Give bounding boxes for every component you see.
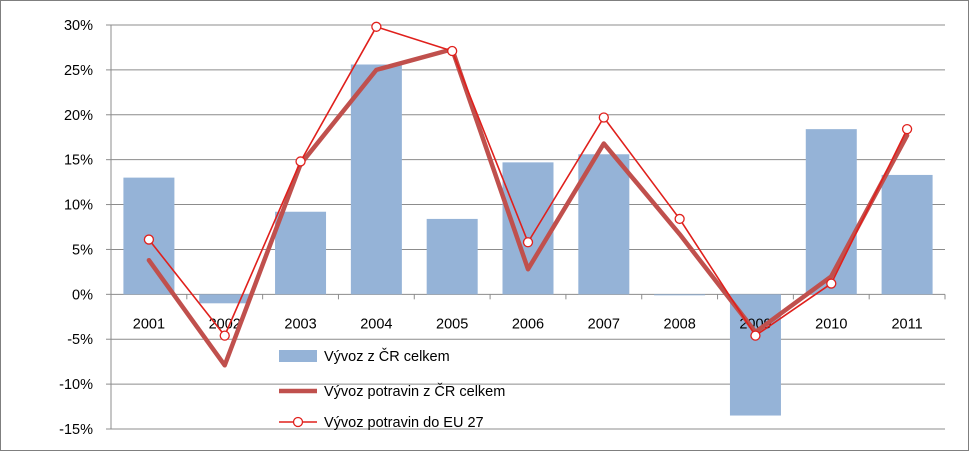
y-tick-label: -5% bbox=[67, 332, 93, 348]
x-tick-label: 2005 bbox=[436, 316, 468, 332]
y-tick-label: -15% bbox=[59, 422, 93, 438]
x-tick-label: 2006 bbox=[512, 316, 544, 332]
data-point-marker bbox=[750, 330, 761, 341]
bar bbox=[350, 64, 402, 295]
y-tick-label: -10% bbox=[59, 377, 93, 393]
x-tick-label: 2002 bbox=[209, 316, 241, 332]
x-tick-label: 2004 bbox=[360, 316, 392, 332]
x-tick-label: 2003 bbox=[284, 316, 316, 332]
legend-label: Vývoz potravin do EU 27 bbox=[324, 415, 484, 431]
data-point-marker bbox=[901, 123, 913, 135]
line-series-potraviny-celkem bbox=[146, 46, 910, 368]
y-tick-label: 25% bbox=[64, 63, 93, 79]
bar bbox=[426, 218, 478, 295]
bar bbox=[654, 294, 706, 296]
bar bbox=[881, 174, 933, 295]
data-point-marker bbox=[371, 21, 382, 32]
data-point-marker bbox=[674, 213, 685, 225]
y-tick-labels: 30% 25% 20% 15% 10% 5% 0% -5% -10% -15% bbox=[59, 18, 93, 438]
bar bbox=[805, 129, 857, 295]
y-tick-label: 15% bbox=[64, 153, 93, 169]
x-tick-labels: 2001 2002 2003 2004 2005 2006 2007 2008 2009 2010… bbox=[133, 316, 923, 332]
x-tick-label: 2011 bbox=[891, 316, 922, 332]
data-point-marker bbox=[598, 112, 609, 123]
bar bbox=[578, 154, 630, 295]
y-tick-label: 30% bbox=[64, 18, 93, 34]
y-tick-label: 20% bbox=[64, 108, 93, 124]
y-tick-label: 0% bbox=[72, 287, 93, 303]
legend-swatch-marker bbox=[292, 416, 304, 428]
x-tick-label: 2010 bbox=[815, 316, 847, 332]
data-point-marker bbox=[447, 45, 458, 57]
data-point-marker bbox=[143, 234, 155, 245]
x-tick-label: 2001 bbox=[133, 316, 165, 332]
legend-label: Vývoz potravin z ČR celkem bbox=[324, 383, 505, 400]
x-tick-label: 2008 bbox=[664, 316, 696, 332]
data-point-marker bbox=[826, 278, 837, 289]
legend: Vývoz z ČR celkem Vývoz potravin z ČR ce… bbox=[279, 348, 505, 431]
bar bbox=[275, 211, 327, 295]
data-point-marker bbox=[295, 156, 306, 167]
bar bbox=[729, 294, 781, 416]
y-tick-label: 10% bbox=[64, 198, 93, 214]
x-tick-label: 2007 bbox=[588, 316, 620, 332]
data-point-marker bbox=[522, 237, 534, 248]
bar bbox=[502, 162, 554, 295]
legend-swatch-bar bbox=[279, 350, 317, 362]
bar bbox=[199, 294, 251, 304]
legend-label: Vývoz z ČR celkem bbox=[324, 348, 450, 365]
bar-series bbox=[123, 64, 933, 416]
line-series bbox=[143, 21, 913, 368]
data-point-marker bbox=[219, 330, 230, 341]
y-tick-label: 5% bbox=[72, 242, 93, 258]
